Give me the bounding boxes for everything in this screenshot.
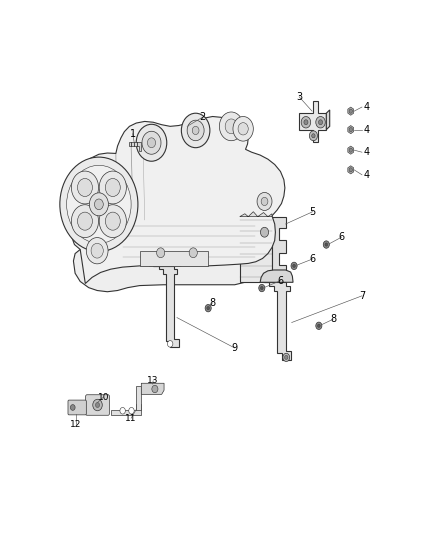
Text: 6: 6 — [310, 254, 316, 264]
Circle shape — [187, 120, 204, 141]
Circle shape — [238, 123, 248, 135]
Polygon shape — [153, 266, 179, 347]
Text: 4: 4 — [364, 147, 370, 157]
Circle shape — [71, 171, 99, 204]
Polygon shape — [68, 117, 285, 284]
Circle shape — [78, 212, 92, 230]
Circle shape — [349, 109, 353, 113]
Circle shape — [349, 168, 353, 172]
Polygon shape — [264, 282, 291, 360]
Polygon shape — [140, 251, 208, 266]
Circle shape — [93, 399, 102, 411]
Circle shape — [316, 322, 322, 329]
Circle shape — [91, 243, 103, 258]
Polygon shape — [240, 216, 272, 282]
Text: 6: 6 — [277, 276, 283, 286]
Circle shape — [78, 179, 92, 197]
Circle shape — [261, 286, 263, 290]
Circle shape — [205, 304, 211, 312]
Polygon shape — [74, 241, 272, 292]
Circle shape — [325, 243, 328, 246]
Polygon shape — [299, 101, 326, 142]
Circle shape — [105, 212, 120, 230]
Circle shape — [233, 117, 253, 141]
Text: 13: 13 — [148, 376, 159, 385]
Circle shape — [129, 407, 134, 414]
Circle shape — [291, 262, 297, 270]
Text: 6: 6 — [339, 232, 345, 242]
Circle shape — [95, 199, 103, 209]
Text: 8: 8 — [330, 314, 336, 324]
Circle shape — [189, 248, 197, 257]
Circle shape — [261, 227, 268, 237]
Circle shape — [293, 264, 295, 268]
Circle shape — [301, 117, 311, 128]
Circle shape — [316, 117, 325, 128]
Circle shape — [71, 405, 75, 410]
Polygon shape — [348, 166, 354, 174]
FancyBboxPatch shape — [68, 400, 86, 415]
Polygon shape — [240, 212, 272, 216]
Polygon shape — [260, 270, 293, 282]
Polygon shape — [326, 110, 330, 130]
Text: 9: 9 — [232, 343, 238, 353]
Text: 10: 10 — [98, 393, 109, 402]
Text: 1: 1 — [130, 129, 136, 139]
Circle shape — [304, 120, 308, 125]
Circle shape — [99, 205, 127, 238]
Circle shape — [285, 356, 288, 359]
Circle shape — [192, 126, 199, 134]
Circle shape — [318, 324, 320, 327]
Circle shape — [89, 193, 108, 216]
Circle shape — [309, 131, 318, 141]
Polygon shape — [348, 126, 354, 134]
FancyBboxPatch shape — [86, 395, 110, 415]
Circle shape — [259, 284, 265, 292]
Text: 7: 7 — [359, 291, 365, 301]
Circle shape — [95, 402, 99, 407]
Text: 11: 11 — [125, 414, 137, 423]
Text: 4: 4 — [364, 170, 370, 180]
Polygon shape — [141, 383, 164, 394]
Circle shape — [181, 113, 210, 148]
Circle shape — [318, 120, 322, 125]
Circle shape — [120, 407, 125, 414]
Circle shape — [142, 131, 161, 154]
Circle shape — [71, 205, 99, 238]
Text: 3: 3 — [296, 92, 302, 102]
Polygon shape — [348, 107, 354, 115]
Circle shape — [257, 192, 272, 211]
Circle shape — [219, 112, 243, 141]
Circle shape — [67, 165, 131, 243]
Text: 8: 8 — [209, 298, 215, 308]
Circle shape — [323, 241, 329, 248]
Polygon shape — [111, 404, 141, 415]
Text: 4: 4 — [364, 125, 370, 135]
Circle shape — [349, 148, 353, 152]
Circle shape — [167, 341, 173, 347]
Text: 4: 4 — [364, 102, 370, 112]
Circle shape — [283, 353, 290, 361]
Circle shape — [105, 179, 120, 197]
Polygon shape — [135, 386, 141, 409]
Polygon shape — [348, 146, 354, 154]
Circle shape — [60, 157, 138, 252]
Circle shape — [349, 127, 353, 132]
Circle shape — [148, 138, 155, 148]
Circle shape — [225, 119, 237, 134]
Circle shape — [152, 385, 158, 393]
Circle shape — [86, 238, 108, 264]
Circle shape — [261, 197, 268, 206]
Text: 2: 2 — [199, 112, 205, 122]
Circle shape — [157, 248, 165, 257]
Text: 5: 5 — [310, 207, 316, 217]
Polygon shape — [272, 216, 286, 282]
Polygon shape — [149, 253, 182, 266]
Circle shape — [136, 124, 167, 161]
Text: 12: 12 — [70, 420, 81, 429]
Polygon shape — [129, 142, 141, 151]
Circle shape — [207, 306, 209, 310]
Circle shape — [99, 171, 127, 204]
Circle shape — [312, 134, 315, 138]
